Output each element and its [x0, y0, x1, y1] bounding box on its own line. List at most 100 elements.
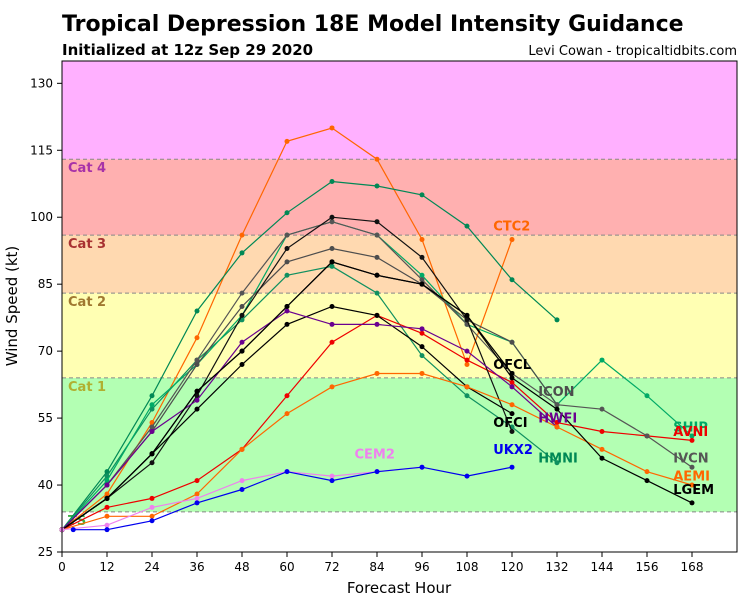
series-label-ofcl: OFCL	[493, 358, 531, 373]
band-cat-4	[62, 61, 737, 160]
data-point	[419, 272, 425, 278]
series-label-cem2: CEM2	[355, 447, 395, 462]
band-label-cat-1: Cat 1	[68, 380, 106, 395]
data-point	[329, 304, 335, 309]
data-point	[284, 245, 290, 251]
x-tick-label: 144	[591, 560, 614, 574]
data-point	[149, 402, 155, 408]
data-point	[554, 420, 560, 426]
data-point	[149, 495, 155, 501]
data-point	[599, 455, 605, 461]
data-point	[644, 469, 650, 475]
data-point	[284, 272, 290, 278]
data-point	[329, 245, 335, 251]
data-point	[509, 370, 515, 376]
data-point	[70, 527, 76, 533]
y-tick-label: 130	[30, 76, 53, 90]
band-cat-3	[62, 159, 737, 236]
x-tick-label: 156	[636, 560, 659, 574]
chart-subtitle: Initialized at 12z Sep 29 2020	[62, 41, 313, 59]
data-point	[149, 504, 155, 510]
series-label-icon: ICON	[538, 385, 574, 400]
series-hmni	[59, 179, 560, 533]
data-point	[284, 321, 290, 327]
data-point	[554, 460, 560, 466]
x-tick-label: 132	[546, 560, 569, 574]
data-point	[419, 330, 425, 336]
data-point	[194, 495, 200, 501]
data-point	[644, 478, 650, 484]
data-point	[104, 513, 110, 519]
band-label-cat-3: Cat 3	[68, 237, 106, 252]
data-point	[104, 495, 110, 501]
data-point	[554, 317, 560, 323]
data-point	[194, 406, 200, 412]
data-point	[194, 357, 200, 363]
data-point	[509, 384, 515, 390]
series-label-aemi: AEMI	[673, 470, 710, 485]
x-tick-label: 24	[144, 560, 159, 574]
x-tick-label: 96	[414, 560, 429, 574]
data-point	[329, 179, 335, 185]
data-point	[419, 326, 425, 332]
x-tick-label: 168	[681, 560, 704, 574]
y-tick-label: 25	[38, 545, 53, 559]
data-point	[239, 250, 245, 256]
x-axis-label: Forecast Hour	[347, 579, 452, 597]
data-point	[599, 406, 605, 412]
data-point	[194, 397, 200, 403]
data-point	[239, 446, 245, 452]
data-point	[239, 312, 245, 318]
data-point	[509, 379, 515, 385]
axes: 0 12 24 36 48 60 72 84 96 108 120 132 144 156 168 25 40 5…	[30, 76, 703, 574]
data-point	[194, 335, 200, 341]
data-point	[239, 478, 245, 484]
data-point	[104, 478, 110, 484]
data-point	[464, 384, 470, 390]
data-point	[194, 362, 200, 368]
data-point	[419, 281, 425, 287]
data-point	[284, 308, 290, 314]
data-point	[194, 308, 200, 314]
data-point	[509, 464, 515, 470]
data-point	[374, 312, 380, 318]
series-label-lgem: LGEM	[673, 483, 714, 498]
data-point	[689, 437, 695, 443]
data-point	[284, 411, 290, 417]
series-line-unlabeled-2	[61, 265, 558, 531]
data-point	[149, 518, 155, 524]
y-tick-label: 55	[38, 411, 53, 425]
data-point	[194, 478, 200, 484]
data-point	[464, 393, 470, 399]
data-point	[374, 321, 380, 327]
data-point	[689, 464, 695, 470]
data-point	[509, 277, 515, 283]
data-point	[599, 357, 605, 363]
series-label-hmni: HMNI	[538, 452, 578, 467]
data-point	[284, 138, 290, 144]
data-point	[374, 290, 380, 296]
data-point	[509, 411, 515, 417]
data-point	[419, 237, 425, 243]
data-point	[284, 393, 290, 399]
x-tick-label: 72	[324, 560, 339, 574]
series-label-hwfi: HWFI	[538, 412, 577, 427]
data-point	[509, 339, 515, 345]
data-point	[689, 433, 695, 439]
data-point	[329, 384, 335, 390]
data-point	[149, 460, 155, 466]
x-tick-label: 12	[99, 560, 114, 574]
data-point	[374, 469, 380, 475]
data-point	[644, 433, 650, 439]
band-cat-1	[62, 293, 737, 378]
data-point	[149, 393, 155, 399]
data-point	[149, 424, 155, 430]
data-point	[104, 491, 110, 497]
data-point	[284, 304, 290, 309]
data-point	[464, 317, 470, 323]
y-tick-label: 85	[38, 277, 53, 291]
data-point	[194, 500, 200, 506]
data-point	[419, 254, 425, 260]
data-point	[464, 357, 470, 363]
data-point	[374, 232, 380, 238]
